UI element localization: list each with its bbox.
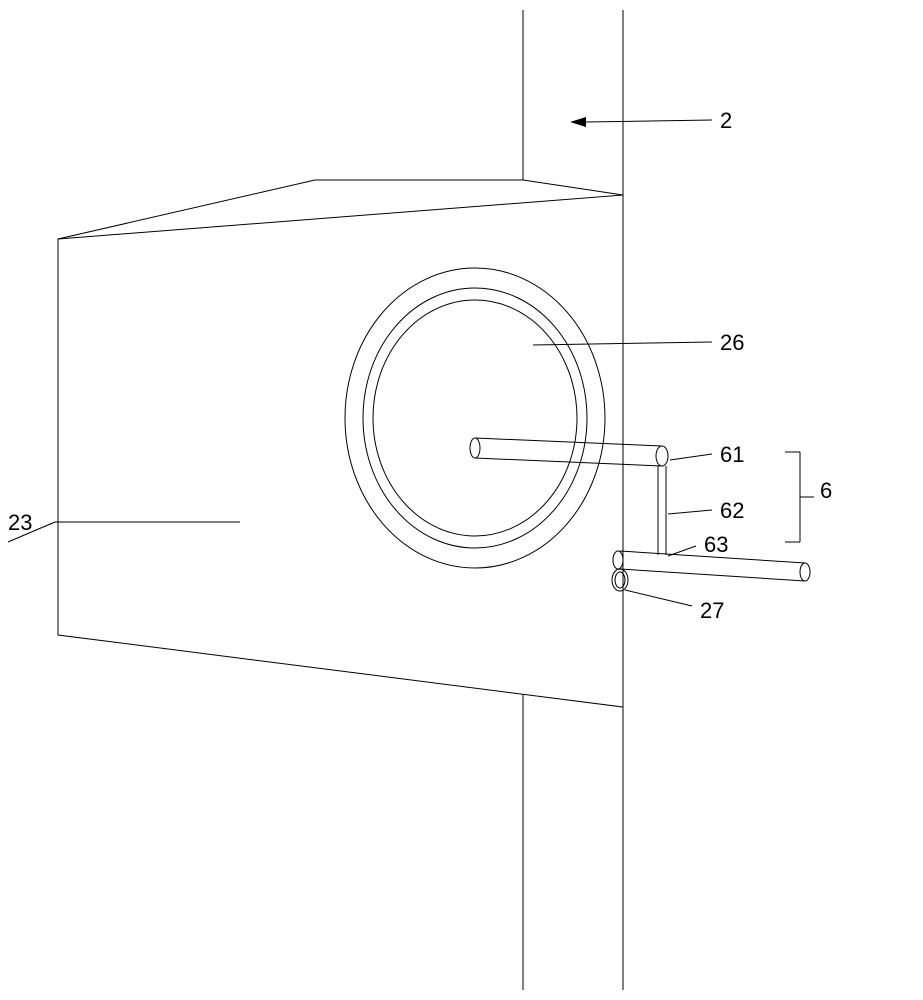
label-2: 2 — [720, 108, 732, 133]
diagram-canvas: 2 26 61 62 63 27 6 23 — [0, 0, 923, 1000]
label-62: 62 — [720, 498, 744, 523]
crank-cap-mid — [613, 551, 623, 569]
label-27: 27 — [700, 598, 724, 623]
label-61: 61 — [720, 442, 744, 467]
crank-cap-top — [656, 446, 668, 466]
crank-cap-end — [800, 563, 810, 581]
label-26: 26 — [720, 330, 744, 355]
label-23: 23 — [8, 510, 32, 535]
label-63: 63 — [704, 532, 728, 557]
ring-disc — [373, 300, 577, 536]
label-6: 6 — [820, 478, 832, 503]
crank-shaft-61-root — [470, 438, 480, 458]
